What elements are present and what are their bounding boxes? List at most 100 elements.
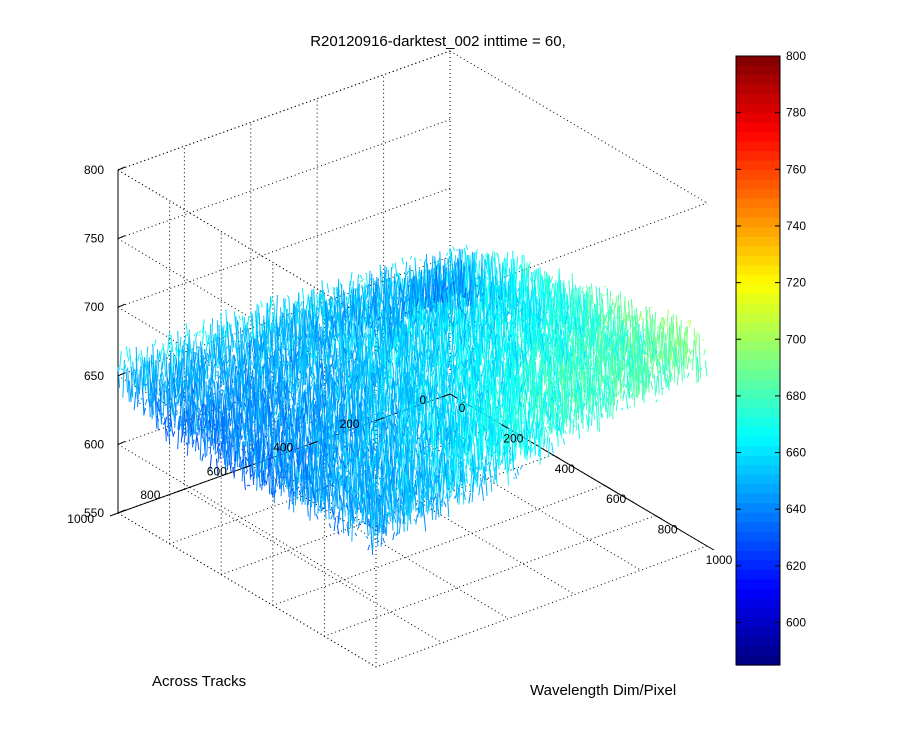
surface-segment bbox=[548, 437, 550, 457]
surface-segment bbox=[448, 372, 450, 384]
surface-segment bbox=[206, 331, 208, 344]
surface-segment bbox=[429, 496, 431, 503]
surface-segment bbox=[515, 473, 517, 479]
surface-segment bbox=[520, 466, 522, 469]
surface-segment bbox=[134, 392, 136, 410]
surface-segment bbox=[207, 336, 209, 345]
surface-segment bbox=[247, 485, 249, 486]
surface-segment bbox=[327, 283, 329, 293]
surface-segment bbox=[244, 471, 246, 490]
surface-segment bbox=[196, 331, 198, 337]
surface-segment bbox=[469, 493, 471, 503]
surface-segment bbox=[602, 413, 604, 417]
surface-segment bbox=[339, 457, 341, 464]
surface-segment bbox=[316, 514, 318, 519]
surface-segment bbox=[368, 545, 370, 550]
surface-segment bbox=[392, 362, 394, 373]
surface-segment bbox=[291, 404, 293, 424]
surface-segment bbox=[274, 303, 276, 325]
surface-segment bbox=[393, 532, 395, 540]
surface-segment bbox=[329, 523, 331, 528]
surface-segment bbox=[199, 331, 201, 333]
surface-segment bbox=[230, 386, 232, 387]
surface-segment bbox=[481, 375, 483, 376]
surface-segment bbox=[365, 273, 367, 274]
surface-segment bbox=[223, 355, 225, 358]
surface-segment bbox=[216, 363, 218, 368]
grid-line bbox=[376, 546, 707, 667]
surface-segment bbox=[394, 411, 396, 436]
surface-segment bbox=[176, 412, 178, 416]
surface-segment bbox=[216, 375, 218, 376]
surface-segment bbox=[126, 346, 128, 357]
surface-segment bbox=[139, 403, 141, 404]
surface-segment bbox=[197, 437, 199, 450]
surface-segment bbox=[234, 341, 236, 342]
surface-segment bbox=[244, 445, 246, 468]
surface-segment bbox=[552, 443, 554, 454]
surface-segment bbox=[504, 469, 506, 470]
surface-segment bbox=[376, 402, 378, 403]
surface-segment bbox=[534, 428, 536, 454]
surface-segment bbox=[166, 354, 168, 386]
surface-segment bbox=[543, 422, 545, 441]
surface-segment bbox=[249, 485, 251, 486]
surface-segment bbox=[433, 368, 435, 374]
surface-segment bbox=[350, 272, 352, 286]
surface-segment bbox=[179, 337, 181, 356]
surface-segment bbox=[394, 516, 396, 523]
surface-segment bbox=[154, 339, 156, 345]
surface-segment bbox=[239, 341, 241, 342]
surface-segment bbox=[440, 399, 442, 400]
surface-segment bbox=[227, 345, 229, 348]
surface-segment bbox=[601, 399, 603, 412]
surface-segment bbox=[428, 355, 430, 358]
surface-segment bbox=[572, 421, 574, 424]
surface-segment bbox=[348, 306, 350, 307]
surface-segment bbox=[430, 448, 432, 456]
surface-segment bbox=[479, 484, 481, 496]
surface-segment bbox=[378, 483, 380, 485]
surface-segment bbox=[202, 454, 204, 462]
surface-segment bbox=[366, 536, 368, 538]
surface-segment bbox=[590, 406, 592, 414]
surface-segment bbox=[485, 473, 487, 496]
surface-segment bbox=[302, 288, 304, 300]
surface-segment bbox=[384, 378, 386, 379]
surface-segment bbox=[166, 429, 168, 437]
surface-segment bbox=[481, 477, 483, 489]
surface-segment bbox=[287, 361, 289, 364]
surface-segment bbox=[241, 459, 243, 469]
surface-segment bbox=[128, 368, 130, 402]
surface-segment bbox=[298, 392, 300, 393]
surface-segment bbox=[322, 507, 324, 511]
surface-segment bbox=[221, 389, 223, 391]
surface-segment bbox=[337, 355, 339, 358]
surface-segment bbox=[547, 379, 549, 381]
surface-segment bbox=[213, 393, 215, 395]
surface-segment bbox=[414, 519, 416, 521]
surface-segment bbox=[130, 348, 132, 368]
surface-segment bbox=[311, 384, 313, 389]
surface-segment bbox=[121, 369, 123, 371]
surface-segment bbox=[547, 426, 549, 428]
surface-plot bbox=[118, 245, 707, 556]
surface-segment bbox=[413, 483, 415, 485]
surface-segment bbox=[162, 379, 164, 400]
grid-line bbox=[118, 513, 376, 667]
surface-segment bbox=[532, 447, 534, 453]
surface-segment bbox=[383, 538, 385, 543]
surface-segment bbox=[283, 346, 285, 350]
surface-segment bbox=[461, 484, 463, 487]
surface-segment bbox=[470, 459, 472, 462]
surface-segment bbox=[133, 361, 135, 386]
surface-segment bbox=[430, 455, 432, 458]
surface-segment bbox=[220, 443, 222, 459]
surface-segment bbox=[437, 391, 439, 396]
surface-segment bbox=[245, 342, 247, 361]
surface-segment bbox=[355, 533, 357, 536]
grid-line bbox=[251, 465, 509, 618]
surface-segment bbox=[497, 379, 499, 385]
